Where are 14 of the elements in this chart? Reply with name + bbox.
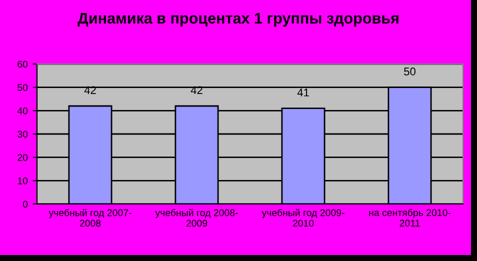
- y-tick-label: 50: [18, 84, 28, 91]
- chart-title: Динамика в процентах 1 группы здоровья: [78, 12, 398, 27]
- x-tick-label: на сентябрь 2010- 2011: [369, 208, 451, 227]
- y-tick-label: 60: [18, 60, 28, 68]
- x-tick-label: учебный год 2009- 2010: [262, 208, 344, 227]
- y-tick-label: 10: [18, 177, 28, 184]
- x-tick-label: учебный год 2008- 2009: [155, 208, 238, 227]
- y-tick-label: 0: [22, 200, 28, 208]
- data-label: 41: [297, 88, 309, 96]
- y-tick-label: 40: [17, 107, 28, 114]
- y-tick-label: 20: [18, 154, 28, 161]
- y-tick-label: 30: [18, 130, 28, 138]
- x-tick-label: учебный год 2007- 2008: [48, 208, 132, 227]
- data-label: 50: [404, 68, 416, 76]
